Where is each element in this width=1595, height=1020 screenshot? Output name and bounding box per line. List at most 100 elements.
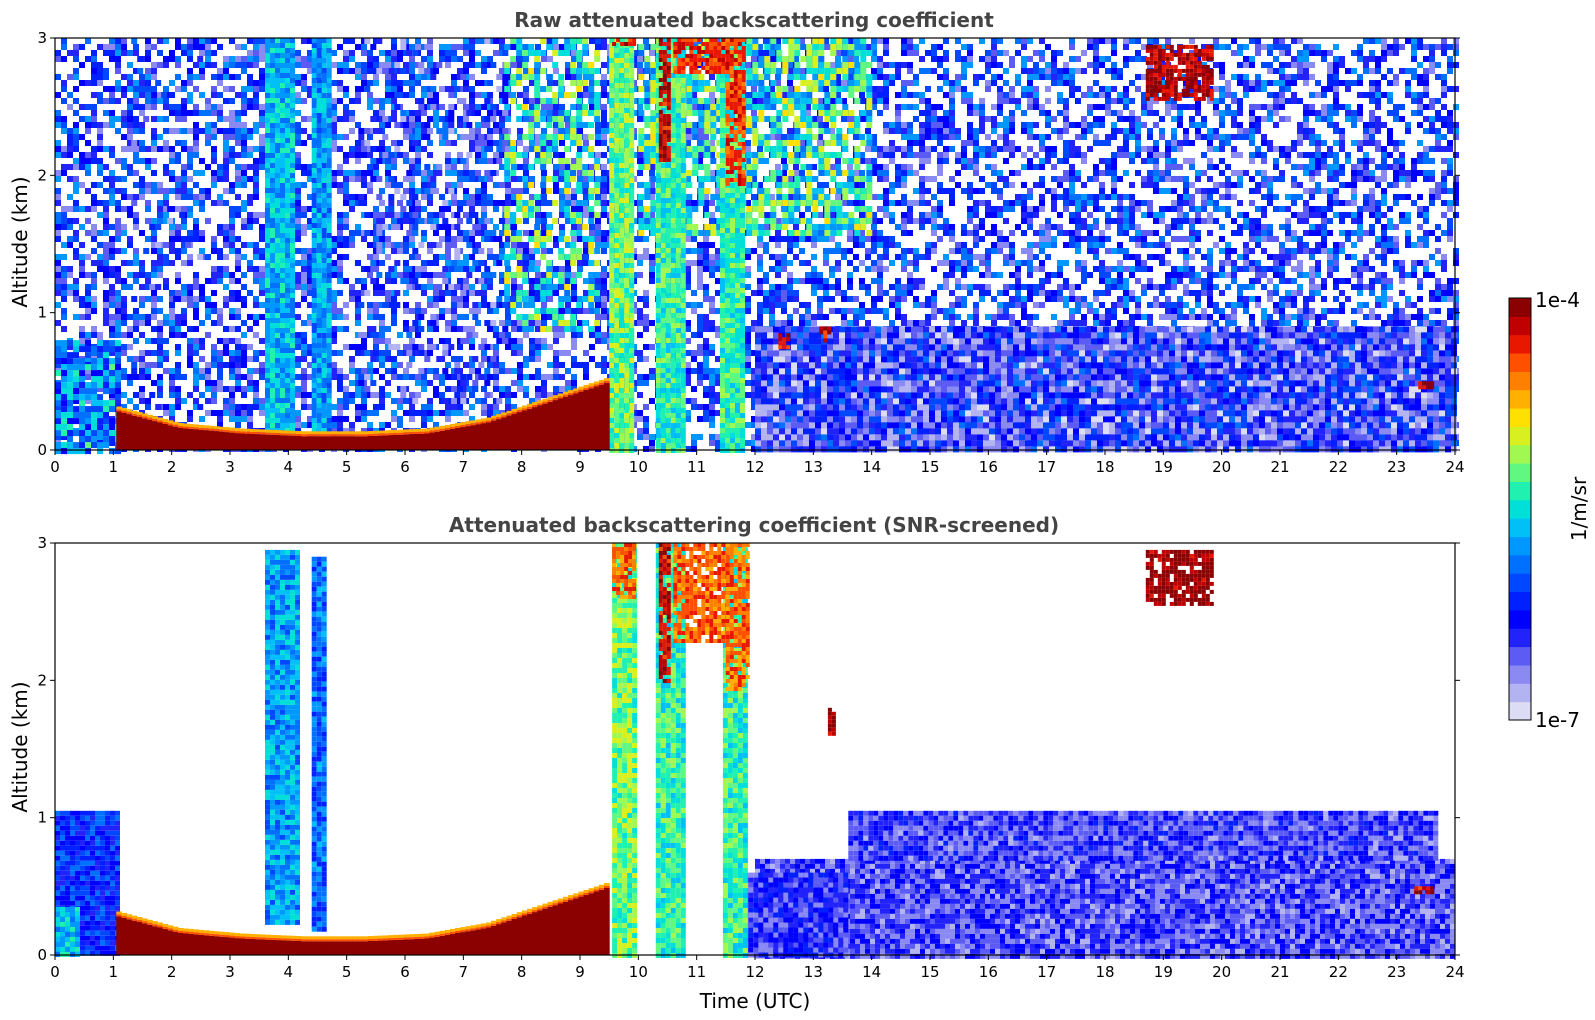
heatmap-cell	[1195, 122, 1201, 128]
heatmap-cell	[1339, 140, 1345, 146]
heatmap-cell	[577, 260, 583, 266]
heatmap-cell	[181, 260, 187, 266]
heatmap-cell	[1327, 248, 1333, 254]
heatmap-cell	[1333, 86, 1339, 92]
heatmap-cell	[1321, 50, 1327, 56]
heatmap-cell	[85, 230, 91, 236]
heatmap-cell	[475, 80, 481, 86]
heatmap-cell	[367, 254, 373, 260]
heatmap-cell	[1093, 170, 1099, 176]
heatmap-cell	[1369, 158, 1375, 164]
heatmap-cell	[73, 206, 79, 212]
heatmap-cell	[127, 260, 133, 266]
heatmap-cell	[403, 188, 409, 194]
heatmap-cell	[523, 92, 529, 98]
heatmap-cell	[1393, 104, 1399, 110]
heatmap-cell	[481, 104, 487, 110]
heatmap-cell	[385, 242, 391, 248]
heatmap-cell	[391, 224, 397, 230]
heatmap-cell	[193, 122, 199, 128]
heatmap-cell	[883, 62, 889, 68]
heatmap-cell	[235, 212, 241, 218]
heatmap-cell	[967, 110, 973, 116]
heatmap-cell	[709, 218, 715, 224]
heatmap-cell	[349, 230, 355, 236]
heatmap-cell	[991, 242, 997, 248]
heatmap-cell	[1027, 188, 1033, 194]
heatmap-cell	[1039, 230, 1045, 236]
heatmap-cell	[829, 248, 835, 254]
heatmap-cell	[187, 80, 193, 86]
heatmap-cell	[805, 104, 811, 110]
heatmap-cell	[1219, 110, 1225, 116]
heatmap-cell	[1261, 104, 1267, 110]
heatmap-cell	[883, 92, 889, 98]
heatmap-cell	[1303, 242, 1309, 248]
heatmap-cell	[55, 110, 61, 116]
heatmap-cell	[373, 80, 379, 86]
heatmap-cell	[1339, 134, 1345, 140]
heatmap-cell	[187, 176, 193, 182]
heatmap-cell	[1105, 218, 1111, 224]
heatmap-cell	[97, 62, 103, 68]
heatmap-cell	[973, 212, 979, 218]
heatmap-cell	[403, 92, 409, 98]
heatmap-cell	[1081, 152, 1087, 158]
heatmap-cell	[1255, 146, 1261, 152]
heatmap-cell	[751, 176, 757, 182]
heatmap-cell	[1021, 128, 1027, 134]
heatmap-cell	[1069, 170, 1075, 176]
heatmap-cell	[427, 200, 433, 206]
heatmap-cell	[577, 104, 583, 110]
heatmap-cell	[1333, 140, 1339, 146]
heatmap-cell	[235, 176, 241, 182]
heatmap-cell	[823, 38, 829, 44]
heatmap-cell	[1165, 98, 1171, 104]
heatmap-cell	[997, 62, 1003, 68]
heatmap-cell	[1111, 74, 1117, 80]
heatmap-cell	[91, 200, 97, 206]
heatmap-cell	[1057, 50, 1063, 56]
heatmap-cell	[1327, 260, 1333, 266]
heatmap-cell	[517, 242, 523, 248]
heatmap-cell	[1225, 176, 1231, 182]
heatmap-cell	[1369, 116, 1375, 122]
heatmap-cell	[1021, 92, 1027, 98]
heatmap-cell	[1225, 164, 1231, 170]
heatmap-cell	[505, 188, 511, 194]
heatmap-cell	[103, 266, 109, 272]
heatmap-cell	[343, 62, 349, 68]
heatmap-cell	[247, 62, 253, 68]
heatmap-cell	[1153, 230, 1159, 236]
heatmap-cell	[397, 152, 403, 158]
heatmap-cell	[709, 152, 715, 158]
heatmap-cell	[853, 242, 859, 248]
heatmap-cell	[1297, 242, 1303, 248]
heatmap-cell	[1453, 194, 1459, 200]
heatmap-cell	[1087, 86, 1093, 92]
heatmap-cell	[1009, 170, 1015, 176]
heatmap-cell	[1231, 248, 1237, 254]
heatmap-cell	[1033, 152, 1039, 158]
heatmap-cell	[187, 38, 193, 44]
heatmap-cell	[853, 134, 859, 140]
heatmap-cell	[427, 218, 433, 224]
heatmap-cell	[1273, 38, 1279, 44]
heatmap-cell	[361, 176, 367, 182]
heatmap-cell	[217, 176, 223, 182]
heatmap-cell	[115, 248, 121, 254]
heatmap-cell	[931, 50, 937, 56]
heatmap-cell	[127, 116, 133, 122]
heatmap-cell	[199, 50, 205, 56]
heatmap-cell	[331, 236, 337, 242]
heatmap-cell	[931, 116, 937, 122]
heatmap-cell	[1219, 86, 1225, 92]
heatmap-cell	[1099, 116, 1105, 122]
heatmap-cell	[91, 260, 97, 266]
heatmap-cell	[301, 62, 307, 68]
heatmap-cell	[1147, 182, 1153, 188]
heatmap-cell	[697, 158, 703, 164]
heatmap-cell	[517, 92, 523, 98]
heatmap-cell	[343, 152, 349, 158]
heatmap-cell	[475, 170, 481, 176]
